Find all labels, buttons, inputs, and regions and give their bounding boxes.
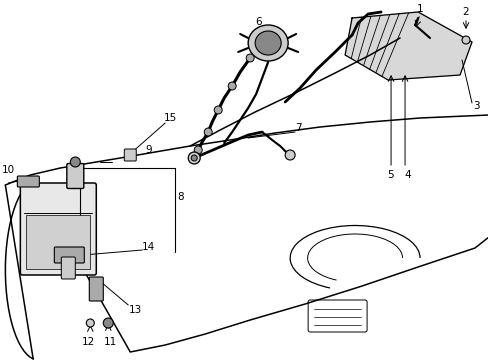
- Circle shape: [194, 146, 202, 154]
- Text: 3: 3: [472, 101, 478, 111]
- Circle shape: [228, 82, 236, 90]
- Text: 14: 14: [142, 242, 155, 252]
- Circle shape: [86, 319, 94, 327]
- Circle shape: [204, 128, 212, 136]
- FancyBboxPatch shape: [20, 183, 96, 275]
- Circle shape: [70, 157, 80, 167]
- Text: 8: 8: [177, 192, 183, 202]
- Text: 10: 10: [2, 165, 15, 175]
- Text: 13: 13: [128, 305, 142, 315]
- Ellipse shape: [255, 31, 281, 55]
- Polygon shape: [345, 12, 471, 80]
- Text: 6: 6: [254, 17, 261, 27]
- Bar: [26, 215, 90, 269]
- FancyBboxPatch shape: [124, 149, 136, 161]
- Circle shape: [461, 36, 469, 44]
- Circle shape: [103, 318, 113, 328]
- Text: 9: 9: [144, 145, 151, 155]
- FancyBboxPatch shape: [89, 277, 103, 301]
- FancyBboxPatch shape: [61, 257, 75, 279]
- FancyBboxPatch shape: [17, 176, 39, 187]
- FancyBboxPatch shape: [307, 300, 366, 332]
- Text: 15: 15: [163, 113, 177, 123]
- Ellipse shape: [248, 25, 287, 61]
- Text: 7: 7: [294, 123, 301, 133]
- FancyBboxPatch shape: [54, 247, 84, 263]
- Circle shape: [214, 106, 222, 114]
- Text: 11: 11: [103, 337, 117, 347]
- Circle shape: [188, 152, 200, 164]
- Text: 12: 12: [81, 337, 95, 347]
- Circle shape: [245, 54, 254, 62]
- Text: 2: 2: [462, 7, 468, 17]
- Text: 1: 1: [416, 4, 423, 14]
- Circle shape: [285, 150, 295, 160]
- Text: 4: 4: [404, 170, 410, 180]
- Text: 5: 5: [386, 170, 392, 180]
- FancyBboxPatch shape: [67, 163, 83, 189]
- Circle shape: [191, 155, 197, 161]
